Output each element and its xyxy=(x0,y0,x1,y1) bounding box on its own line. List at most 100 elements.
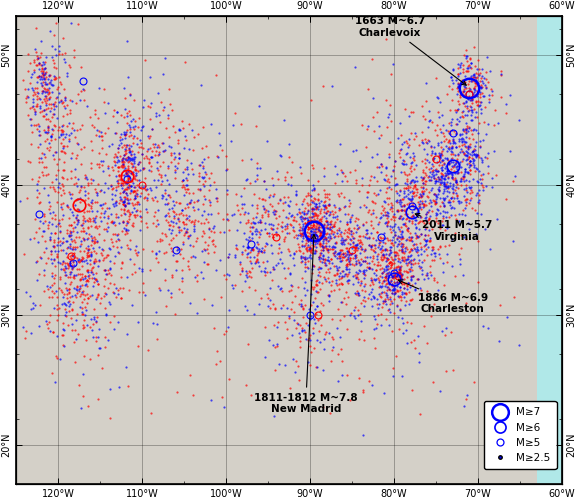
Point xyxy=(313,282,322,290)
Point xyxy=(332,280,341,287)
Point xyxy=(331,271,340,279)
Point xyxy=(403,252,413,260)
Point xyxy=(299,306,308,314)
Point xyxy=(177,183,186,191)
Point xyxy=(199,207,209,215)
Point xyxy=(343,244,352,252)
Point xyxy=(139,96,149,104)
Point xyxy=(425,212,434,220)
Point xyxy=(375,214,384,222)
Point xyxy=(77,270,87,278)
Point xyxy=(418,166,427,174)
Point xyxy=(387,200,397,208)
Point xyxy=(57,260,66,268)
Point xyxy=(257,214,266,222)
Point xyxy=(69,120,78,128)
Point xyxy=(420,200,429,208)
Point xyxy=(236,260,245,268)
Point xyxy=(112,172,121,180)
Point xyxy=(374,311,383,319)
Point xyxy=(82,235,91,243)
Point xyxy=(398,272,407,280)
Point xyxy=(331,247,340,255)
Point xyxy=(460,99,469,107)
Point xyxy=(307,186,317,194)
Point xyxy=(438,174,447,182)
Point xyxy=(314,252,323,260)
Point xyxy=(429,250,439,258)
Point xyxy=(470,167,480,175)
Point xyxy=(43,123,53,131)
Point xyxy=(280,176,290,184)
Point xyxy=(402,280,411,288)
Point xyxy=(398,256,407,264)
Point xyxy=(319,242,328,250)
Point xyxy=(422,208,431,216)
Point xyxy=(283,201,292,209)
Point xyxy=(457,168,466,175)
Point xyxy=(129,194,138,202)
Point xyxy=(300,254,309,262)
Point xyxy=(439,144,448,152)
Point xyxy=(105,171,114,179)
Point xyxy=(432,74,441,82)
Point xyxy=(409,149,418,157)
Point xyxy=(397,372,406,380)
Point xyxy=(309,218,318,226)
Point xyxy=(310,284,319,292)
Point xyxy=(34,59,43,67)
Point xyxy=(72,285,81,293)
Point xyxy=(343,225,353,233)
Point xyxy=(187,166,196,173)
Point xyxy=(111,197,120,205)
Point xyxy=(161,232,170,239)
Point xyxy=(133,198,142,205)
Point xyxy=(442,90,451,98)
Point xyxy=(387,117,396,125)
Point xyxy=(211,194,220,202)
Point xyxy=(297,229,306,237)
Point xyxy=(90,233,99,241)
Point xyxy=(377,202,386,210)
Point xyxy=(151,112,161,120)
Point xyxy=(64,306,73,314)
Point xyxy=(50,98,59,106)
Point xyxy=(366,288,375,296)
Point xyxy=(60,279,69,287)
Point xyxy=(86,323,95,331)
Point xyxy=(479,322,488,330)
Point xyxy=(395,264,404,272)
Point xyxy=(386,172,395,180)
Point xyxy=(451,228,460,236)
Point xyxy=(134,158,143,166)
Point xyxy=(170,174,179,182)
Point xyxy=(381,36,391,44)
Point xyxy=(313,272,323,280)
Point xyxy=(275,196,284,204)
Point xyxy=(124,174,133,182)
Point xyxy=(42,68,51,76)
Point xyxy=(366,210,376,218)
Point xyxy=(67,264,76,272)
Point xyxy=(299,215,308,223)
Point xyxy=(312,214,321,222)
Point xyxy=(352,246,361,254)
Point xyxy=(108,242,117,250)
Point xyxy=(383,112,392,120)
Point xyxy=(193,130,202,138)
Point xyxy=(349,246,358,254)
Point xyxy=(175,210,184,218)
Point xyxy=(427,246,436,254)
Point xyxy=(394,198,403,206)
Point xyxy=(179,254,188,262)
Point xyxy=(113,156,123,164)
Point xyxy=(54,42,64,50)
Point xyxy=(62,264,71,272)
Point xyxy=(64,286,73,294)
Point xyxy=(283,193,292,201)
Point xyxy=(464,148,473,156)
Point xyxy=(50,242,59,250)
Point xyxy=(301,214,310,222)
Point xyxy=(354,289,363,297)
Point xyxy=(162,216,171,224)
